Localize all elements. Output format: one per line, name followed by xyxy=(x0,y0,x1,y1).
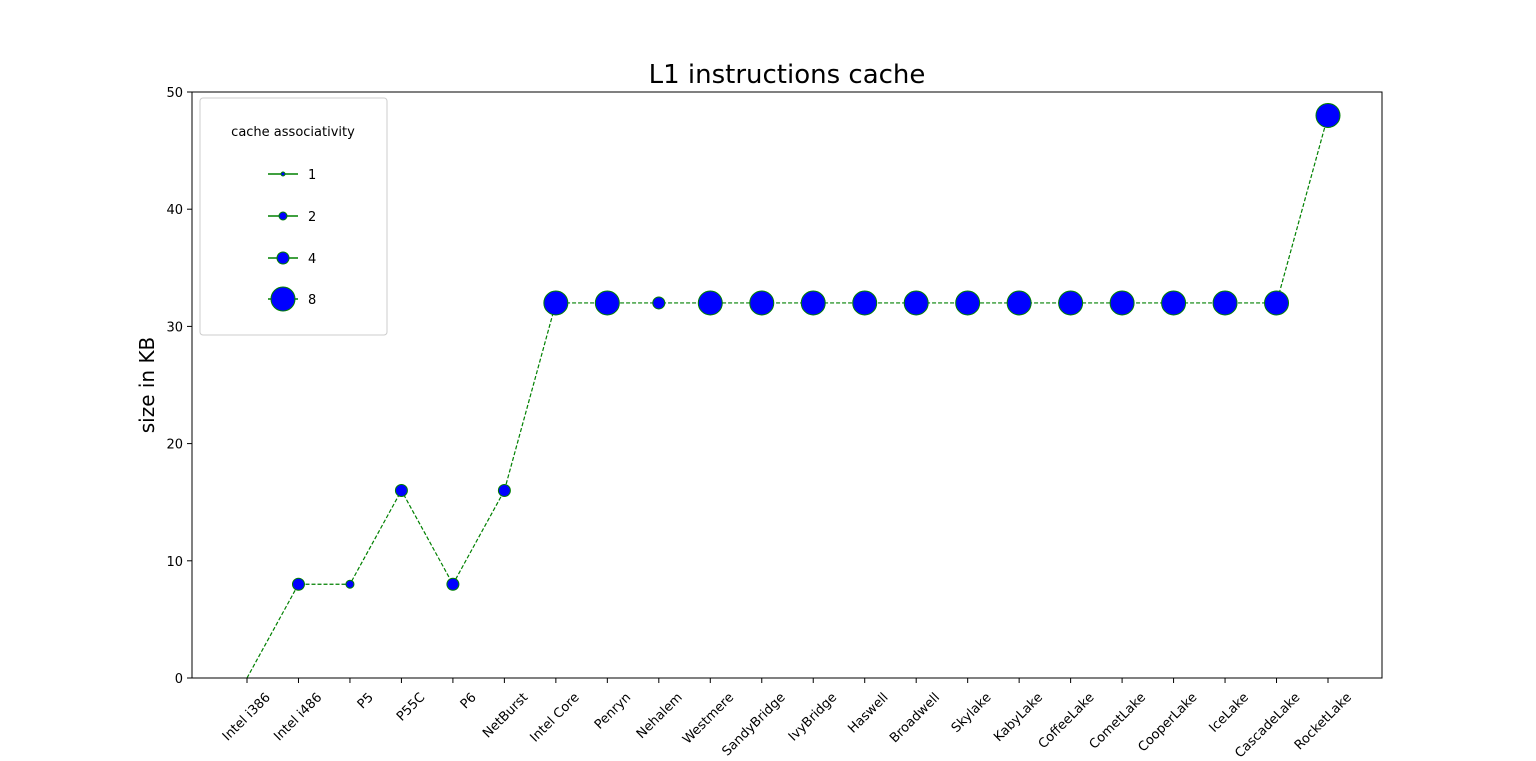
legend-label: 4 xyxy=(308,252,316,267)
y-tick-label: 10 xyxy=(166,555,183,570)
data-point xyxy=(594,290,620,316)
data-point xyxy=(497,483,511,497)
data-point xyxy=(345,579,355,589)
y-tick-label: 50 xyxy=(166,86,183,101)
data-point xyxy=(1006,290,1032,316)
plot-area xyxy=(246,102,1341,679)
legend-marker xyxy=(276,251,290,265)
data-point xyxy=(697,290,723,316)
data-point xyxy=(1161,290,1187,316)
data-point xyxy=(852,290,878,316)
legend: cache associativity 1 2 4 8 xyxy=(199,97,388,336)
legend-marker xyxy=(278,211,288,221)
legend-title: cache associativity xyxy=(231,125,355,140)
legend-marker xyxy=(270,286,296,312)
data-point xyxy=(543,290,569,316)
data-point xyxy=(1315,102,1341,128)
data-point xyxy=(291,577,305,591)
data-point xyxy=(800,290,826,316)
data-point xyxy=(1212,290,1238,316)
legend-label: 8 xyxy=(308,293,316,308)
y-tick-label: 0 xyxy=(175,672,183,687)
y-axis: 0 10 20 30 40 50 xyxy=(166,86,192,687)
y-tick-label: 20 xyxy=(166,438,183,453)
data-point xyxy=(1058,290,1084,316)
data-point xyxy=(446,577,460,591)
data-point xyxy=(1109,290,1135,316)
y-tick-label: 30 xyxy=(166,320,183,335)
series-line xyxy=(246,115,1329,679)
legend-marker xyxy=(280,171,286,177)
data-point xyxy=(749,290,775,316)
y-axis-label: size in KB xyxy=(135,337,159,434)
data-point xyxy=(652,296,666,310)
data-point xyxy=(903,290,929,316)
chart-title: L1 instructions cache xyxy=(649,60,926,90)
data-point xyxy=(955,290,981,316)
y-tick-label: 40 xyxy=(166,203,183,218)
data-point xyxy=(1264,290,1290,316)
legend-label: 2 xyxy=(308,210,316,225)
legend-label: 1 xyxy=(308,168,316,183)
data-point xyxy=(394,483,408,497)
plot-frame xyxy=(191,91,1383,679)
